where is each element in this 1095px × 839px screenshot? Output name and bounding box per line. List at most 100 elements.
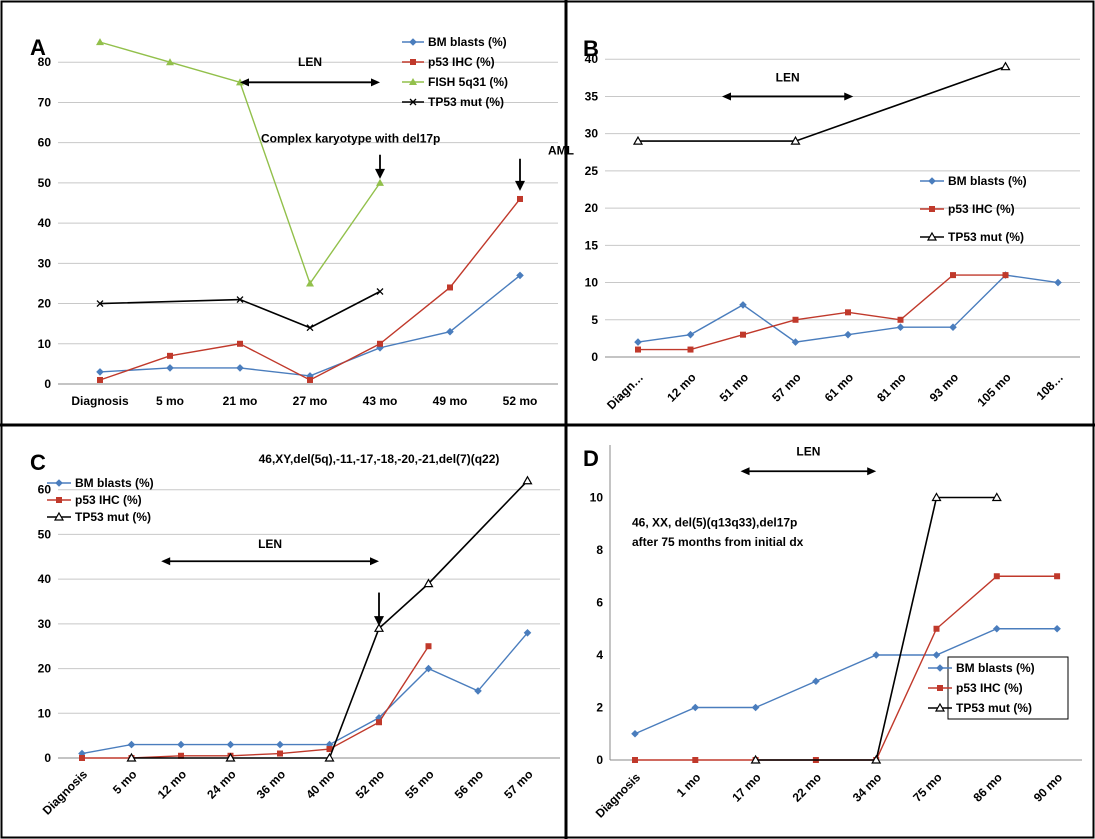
series-line-bm-blasts xyxy=(81,632,529,755)
p53-ihc-point xyxy=(1054,573,1061,580)
y-tick-label: 5 xyxy=(591,313,598,327)
y-tick-label: 50 xyxy=(38,176,52,190)
x-tick-label: 49 mo xyxy=(433,394,468,408)
x-tick-label: 55 mo xyxy=(402,767,436,801)
legend-fish-5q31-point xyxy=(409,78,417,85)
panel-letter: C xyxy=(30,450,46,475)
series-line-bm-blasts xyxy=(634,628,1058,735)
x-tick-label: 105 mo xyxy=(974,370,1013,409)
p53-ihc-point xyxy=(307,376,313,383)
p53-ihc-point xyxy=(326,746,333,753)
len-arrow-head-left xyxy=(740,467,750,476)
p53-ihc-point xyxy=(447,284,453,291)
series-bm-blasts xyxy=(634,271,1062,346)
len-label: LEN xyxy=(776,71,800,85)
karyotype-label: after 75 months from initial dx xyxy=(632,535,804,549)
annotation-len: LEN xyxy=(722,71,854,101)
y-tick-label: 60 xyxy=(38,483,52,497)
y-tick-label: 40 xyxy=(38,216,52,230)
x-tick-label: 57 mo xyxy=(501,767,535,801)
bm-blasts-point xyxy=(993,624,1001,633)
x-tick-label: 90 mo xyxy=(1031,770,1065,804)
y-tick-label: 10 xyxy=(585,276,599,290)
y-tick-label: 2 xyxy=(596,701,603,715)
tp53-mut-point xyxy=(991,492,1002,502)
down-arrow-head xyxy=(374,616,384,627)
y-tick-label: 6 xyxy=(596,596,603,610)
tp53-mut-point xyxy=(373,623,385,632)
legend-bm-blasts-point xyxy=(928,177,936,185)
bm-blasts-point xyxy=(96,368,104,376)
p53-ihc-point xyxy=(950,272,956,279)
y-tick-label: 0 xyxy=(44,751,51,765)
legend-tp53-mut-point xyxy=(926,231,938,241)
p53-ihc-point xyxy=(425,643,432,650)
tp53-mut-point xyxy=(632,135,644,145)
y-tick-label: 40 xyxy=(38,572,52,586)
x-tick-label: 36 mo xyxy=(254,767,288,801)
legend-item-tp53-mut: TP53 mut (%) xyxy=(428,95,504,109)
annotation-46-xx-del-5-q13q33-del17p: 46, XX, del(5)(q13q33),del17p xyxy=(632,515,797,529)
annotation-label: Complex karyotype with del17p xyxy=(261,132,440,146)
series-tp53-mut xyxy=(96,288,384,332)
fish-5q31-point xyxy=(236,78,244,86)
len-label: LEN xyxy=(258,537,282,551)
legend-box xyxy=(947,656,1069,720)
x-tick-label: 61 mo xyxy=(822,370,856,404)
bm-blasts-point xyxy=(739,301,747,309)
bm-blasts-point xyxy=(691,703,700,712)
y-tick-label: 30 xyxy=(38,617,52,631)
bm-blasts-point xyxy=(474,687,482,695)
y-tick-label: 60 xyxy=(38,136,52,150)
series-line-p53-ihc xyxy=(99,198,521,381)
series-tp53-mut xyxy=(750,492,1002,764)
series-line-tp53-mut xyxy=(131,480,529,759)
p53-ihc-point xyxy=(1002,272,1009,279)
bm-blasts-point xyxy=(686,330,695,339)
series-fish-5q31 xyxy=(96,38,384,287)
bm-blasts-point xyxy=(1054,278,1062,287)
down-arrow-head xyxy=(515,180,525,191)
bm-blasts-point xyxy=(896,323,905,332)
p53-ihc-point xyxy=(97,376,103,383)
bm-blasts-point xyxy=(791,338,800,346)
len-arrow-head-right xyxy=(844,92,854,101)
y-tick-label: 70 xyxy=(38,95,52,109)
p53-ihc-point xyxy=(178,752,184,759)
legend: BM blasts (%) p53 IHC (%) TP53 mut (%) xyxy=(920,174,1027,244)
x-tick-label: 21 mo xyxy=(223,394,258,408)
len-arrow-head-right xyxy=(370,557,379,566)
p53-ihc-point xyxy=(993,573,1000,580)
legend-tp53-mut-point xyxy=(934,702,946,712)
p53-ihc-point xyxy=(277,750,283,757)
bm-blasts-point xyxy=(127,740,136,749)
panel-letter: A xyxy=(30,35,46,60)
series-line-tp53-mut xyxy=(638,65,1006,142)
tp53-mut-point-stroke xyxy=(376,288,384,295)
bm-blasts-point xyxy=(78,749,86,758)
legend-item-fish-5q31: FISH 5q31 (%) xyxy=(428,75,508,89)
bm-blasts-point xyxy=(276,740,284,749)
legend-item-tp53-mut: TP53 mut (%) xyxy=(75,510,151,524)
x-tick-label: 34 mo xyxy=(850,770,884,804)
p53-ihc-point xyxy=(376,719,382,726)
fish-5q31-point xyxy=(306,279,314,287)
series-tp53-mut xyxy=(126,475,533,762)
legend-item-p53-ihc: p53 IHC (%) xyxy=(428,55,495,69)
bm-blasts-point xyxy=(872,651,880,659)
len-arrow-head-right xyxy=(371,78,380,87)
karyotype-label: 46,XY,del(5q),-11,-17,-18,-20,-21,del(7)… xyxy=(259,452,500,466)
tp53-mut-point xyxy=(790,135,801,145)
y-tick-label: 20 xyxy=(38,662,52,676)
x-tick-label: 51 mo xyxy=(717,370,751,404)
series-line-p53-ihc xyxy=(638,274,1006,351)
legend-item-p53-ihc: p53 IHC (%) xyxy=(75,493,142,507)
x-tick-label: Diagnosis xyxy=(71,394,129,408)
tp53-mut-point xyxy=(931,492,942,502)
tp53-mut-point xyxy=(750,754,761,764)
series-bm-blasts xyxy=(96,271,524,380)
legend-p53-ihc-point xyxy=(929,206,935,212)
y-tick-label: 0 xyxy=(44,377,51,391)
bm-blasts-point xyxy=(1053,624,1061,633)
bm-blasts-point xyxy=(516,271,524,280)
